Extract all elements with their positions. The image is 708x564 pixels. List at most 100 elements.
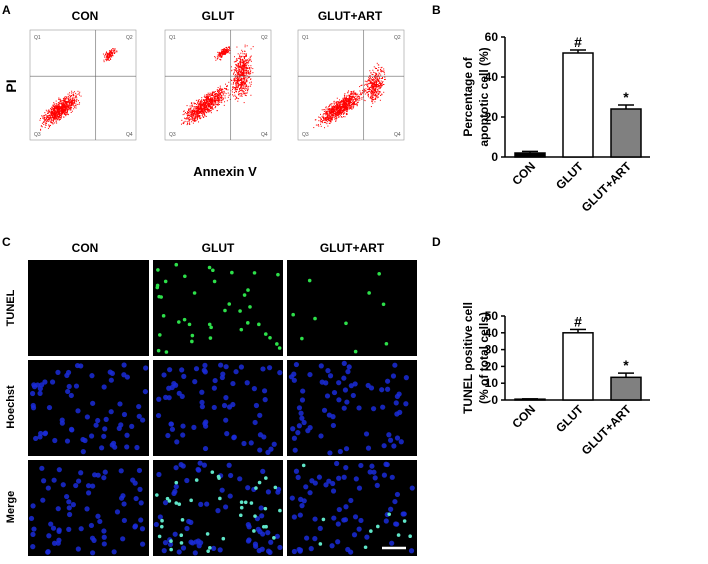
flow-dot — [337, 115, 339, 117]
flow-dot — [189, 118, 191, 120]
flow-dot — [226, 100, 228, 102]
flow-dot — [369, 70, 371, 72]
flow-dot — [70, 104, 72, 106]
flow-dot — [40, 125, 42, 127]
flow-dot — [337, 111, 339, 113]
flow-dot — [238, 74, 240, 76]
flow-dot — [206, 98, 208, 100]
flow-dot — [203, 105, 205, 107]
flow-dot — [244, 81, 246, 83]
flow-dot — [246, 79, 248, 81]
flow-dot — [347, 103, 349, 105]
flow-dot — [346, 105, 348, 107]
nucleus — [268, 446, 274, 452]
flow-dot — [215, 95, 217, 97]
flow-dot — [236, 89, 238, 91]
flow-dot — [187, 111, 189, 113]
flow-dot — [197, 108, 199, 110]
flow-dot — [340, 108, 342, 110]
flow-dot — [242, 78, 244, 80]
flow-dot — [64, 101, 66, 103]
flow-dot — [211, 107, 213, 109]
flow-dot — [344, 100, 346, 102]
flow-dot — [61, 101, 63, 103]
flow-dot — [64, 113, 66, 115]
nucleus — [369, 463, 375, 469]
flow-dot — [194, 117, 196, 119]
flow-dot — [182, 123, 184, 125]
flow-dot — [346, 112, 348, 114]
nucleus — [120, 493, 126, 499]
nucleus — [65, 388, 71, 395]
flow-dot — [53, 112, 55, 114]
nucleus — [265, 449, 271, 455]
flow-dot — [375, 97, 377, 99]
flow-dot — [217, 103, 219, 105]
flow-dot — [376, 92, 378, 94]
flow-dot — [223, 49, 225, 51]
flow-dot — [235, 59, 237, 61]
flow-dot — [212, 92, 214, 94]
flow-dot — [60, 116, 62, 118]
flow-dot — [335, 108, 337, 110]
nucleus — [255, 526, 261, 532]
flow-dot — [381, 83, 383, 85]
flow-plot — [29, 29, 137, 141]
nucleus — [352, 514, 359, 520]
flow-dot — [352, 107, 354, 109]
nucleus — [271, 441, 277, 447]
nucleus — [42, 379, 48, 385]
flow-dot — [358, 98, 360, 100]
flow-xlabel: Annexin V — [193, 164, 257, 179]
flow-dot — [58, 104, 60, 106]
flow-dot — [213, 97, 215, 99]
flow-dot — [240, 66, 242, 68]
flow-dot — [375, 88, 377, 90]
flow-dot — [214, 93, 216, 95]
flow-dot — [194, 120, 196, 122]
flow-dot — [234, 89, 236, 91]
flow-dot — [210, 110, 212, 112]
flow-dot — [73, 95, 75, 97]
flow-dot — [187, 112, 189, 114]
flow-dot — [214, 101, 216, 103]
flow-dot — [63, 110, 65, 112]
flow-dot — [324, 121, 326, 123]
flow-dot — [349, 95, 351, 97]
nucleus — [356, 485, 363, 491]
flow-dot — [226, 51, 228, 53]
flow-dot — [245, 65, 247, 67]
flow-dot — [211, 98, 213, 100]
nucleus — [167, 541, 174, 548]
tunel-cell — [155, 493, 159, 497]
flow-dot — [193, 118, 195, 120]
flow-dot — [219, 58, 221, 60]
flow-dot — [210, 98, 212, 100]
flow-dot — [323, 116, 325, 118]
flow-dot — [376, 97, 378, 99]
flow-dot — [241, 65, 243, 67]
flow-dot — [379, 85, 381, 87]
flow-dot — [247, 62, 249, 64]
flow-dot — [188, 112, 190, 114]
flow-dot — [347, 98, 349, 100]
flow-dot — [341, 116, 343, 118]
flow-dot — [196, 106, 198, 108]
flow-dot — [250, 60, 252, 62]
flow-dot — [221, 52, 223, 54]
flow-dot — [105, 53, 107, 55]
y-axis-label: (% of total cells) — [477, 312, 491, 404]
nucleus — [101, 475, 107, 481]
flow-dot — [240, 79, 242, 81]
flow-dot — [207, 101, 209, 103]
flow-dot — [55, 114, 57, 116]
nucleus — [134, 444, 140, 451]
nucleus — [88, 433, 95, 439]
flow-dot — [210, 102, 212, 104]
nucleus — [323, 482, 329, 488]
flow-dot — [65, 102, 67, 104]
flow-dot — [338, 108, 340, 110]
flow-dot — [343, 106, 345, 108]
nucleus — [346, 364, 352, 370]
flow-dot — [205, 102, 207, 104]
